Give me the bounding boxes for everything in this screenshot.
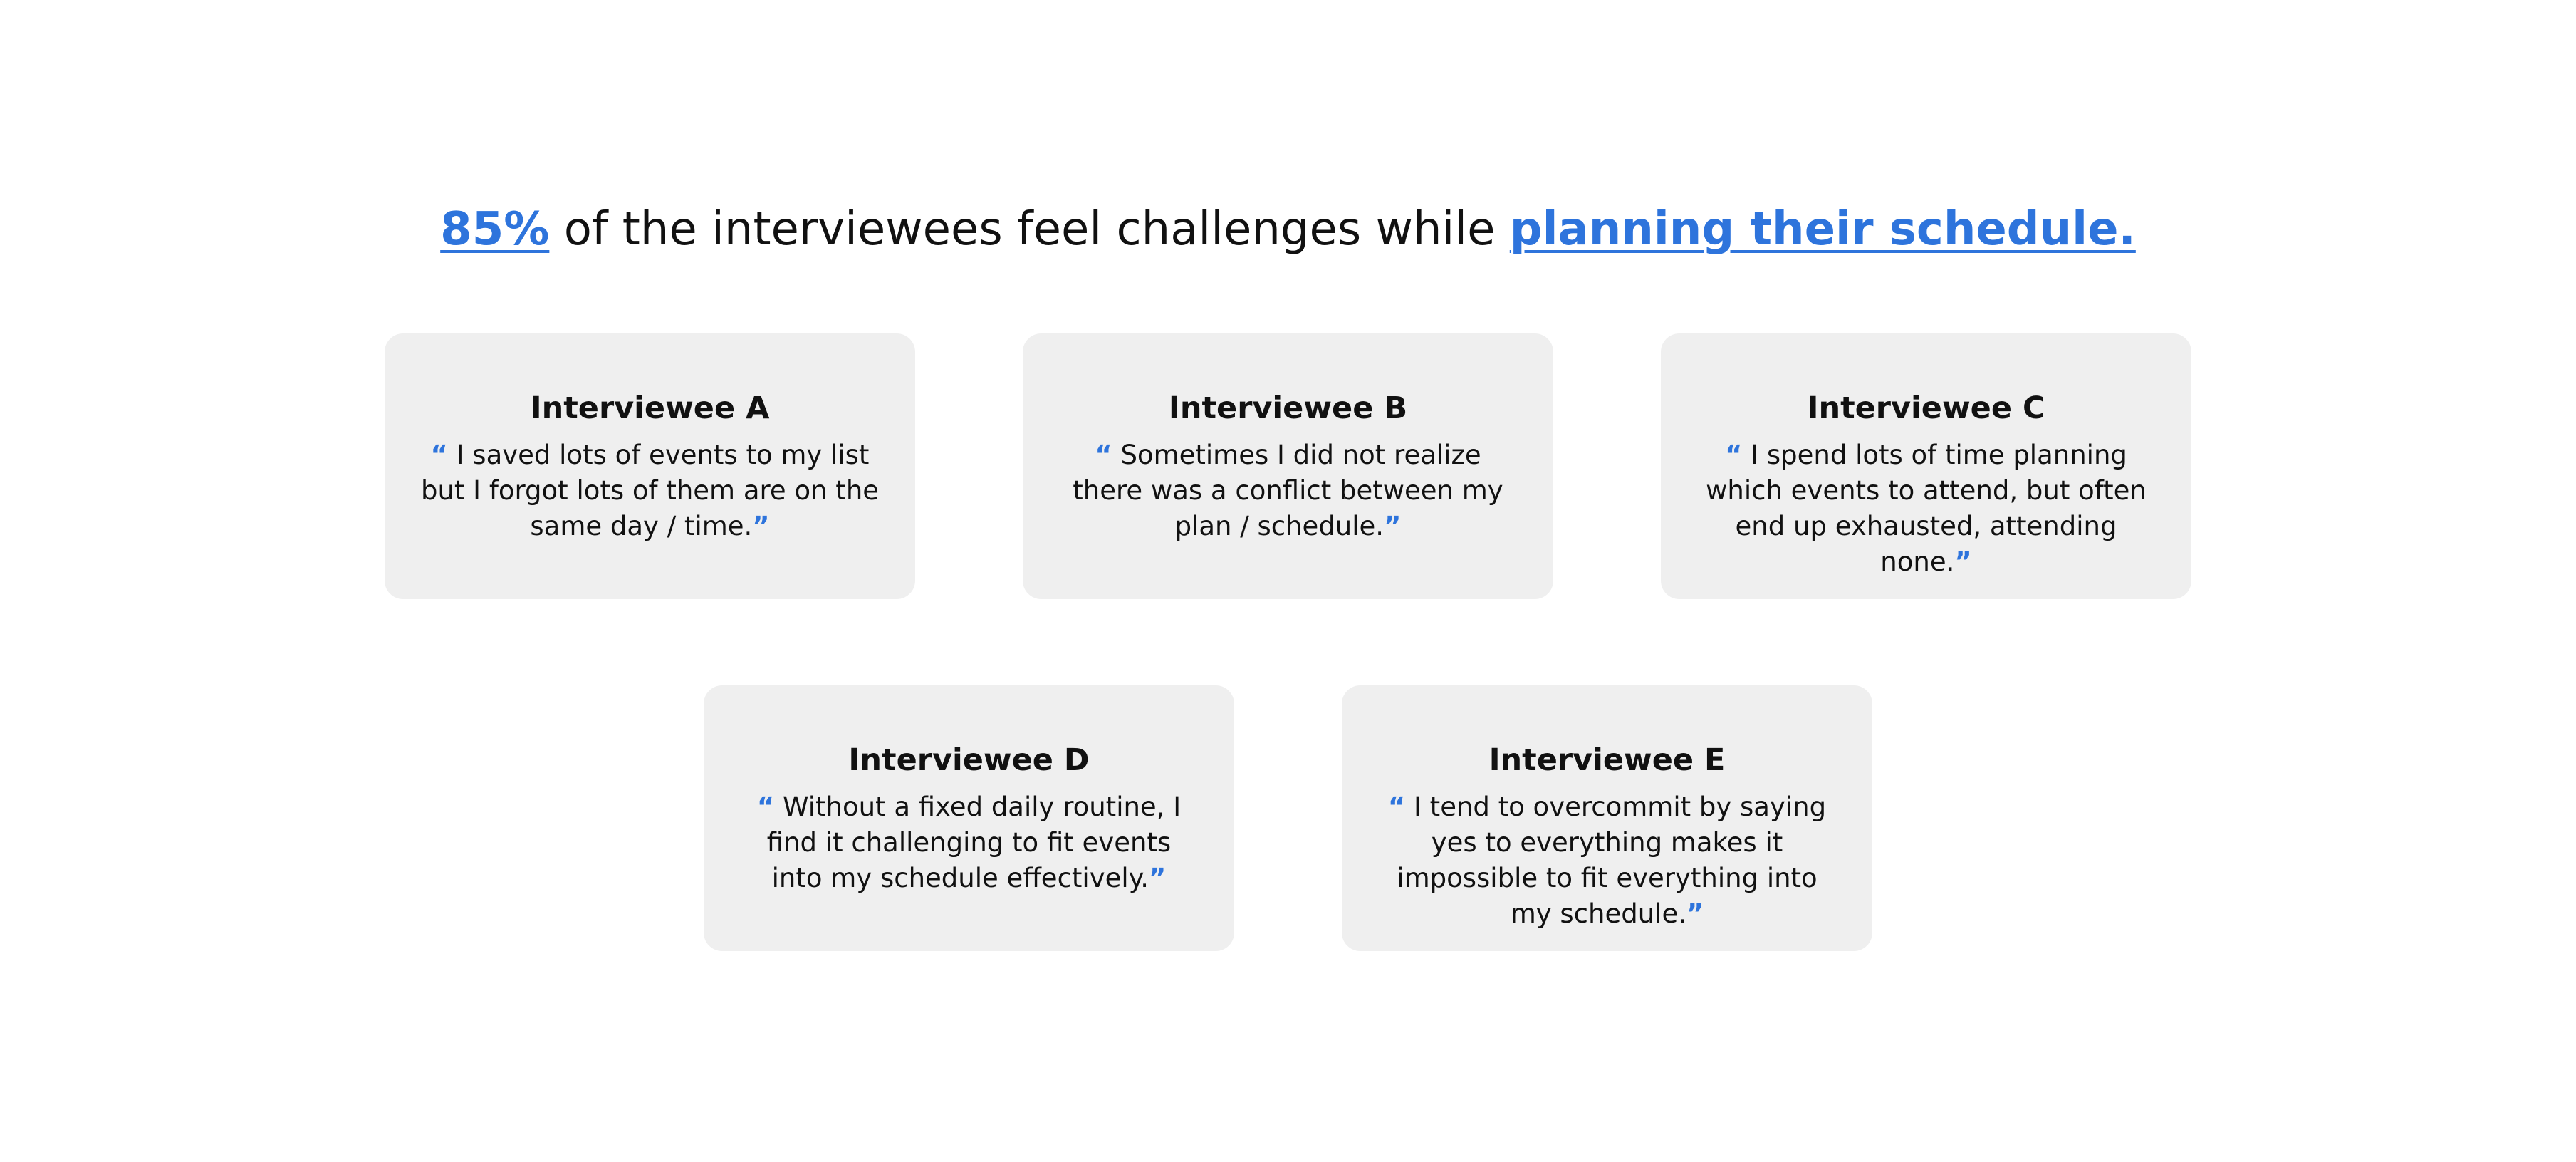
interviewee-card-a: Interviewee A “ I saved lots of events t…	[385, 333, 915, 599]
open-quote-icon: “	[1725, 440, 1743, 470]
close-quote-icon: ”	[1686, 898, 1704, 929]
open-quote-icon: “	[1387, 792, 1406, 822]
quote-text: Without a fixed daily routine, I find it…	[766, 792, 1182, 893]
card-title: Interviewee D	[848, 742, 1090, 778]
card-quote: “ I spend lots of time planning which ev…	[1696, 437, 2156, 580]
open-quote-icon: “	[756, 792, 775, 822]
interviewee-card-b: Interviewee B “ Sometimes I did not real…	[1023, 333, 1553, 599]
card-quote: “ I saved lots of events to my list but …	[420, 437, 880, 544]
open-quote-icon: “	[430, 440, 448, 470]
headline-stat[interactable]: 85%	[440, 203, 550, 256]
card-quote: “ Without a fixed daily routine, I find …	[739, 789, 1199, 896]
quote-text: I saved lots of events to my list but I …	[420, 440, 880, 541]
card-quote: “ Sometimes I did not realize there was …	[1058, 437, 1518, 544]
open-quote-icon: “	[1095, 440, 1112, 470]
close-quote-icon: ”	[1384, 511, 1402, 541]
close-quote-icon: ”	[752, 511, 770, 541]
close-quote-icon: ”	[1149, 863, 1167, 893]
close-quote-icon: ”	[1954, 546, 1972, 577]
interviewee-card-c: Interviewee C “ I spend lots of time pla…	[1661, 333, 2191, 599]
quote-text: Sometimes I did not realize there was a …	[1073, 440, 1503, 541]
headline-text: of the interviewees feel challenges whil…	[549, 203, 1510, 256]
card-title: Interviewee B	[1168, 390, 1408, 426]
quote-text: I tend to overcommit by saying yes to ev…	[1397, 792, 1827, 929]
headline-highlight[interactable]: planning their schedule.	[1509, 203, 2136, 256]
card-quote: “ I tend to overcommit by saying yes to …	[1377, 789, 1837, 932]
interviewee-card-e: Interviewee E “ I tend to overcommit by …	[1342, 685, 1872, 951]
interviewee-card-d: Interviewee D “ Without a fixed daily ro…	[704, 685, 1234, 951]
headline: 85% of the interviewees feel challenges …	[0, 201, 2576, 258]
card-title: Interviewee C	[1807, 390, 2045, 426]
card-title: Interviewee A	[530, 390, 770, 426]
quote-text: I spend lots of time planning which even…	[1706, 440, 2147, 577]
card-title: Interviewee E	[1488, 742, 1726, 778]
